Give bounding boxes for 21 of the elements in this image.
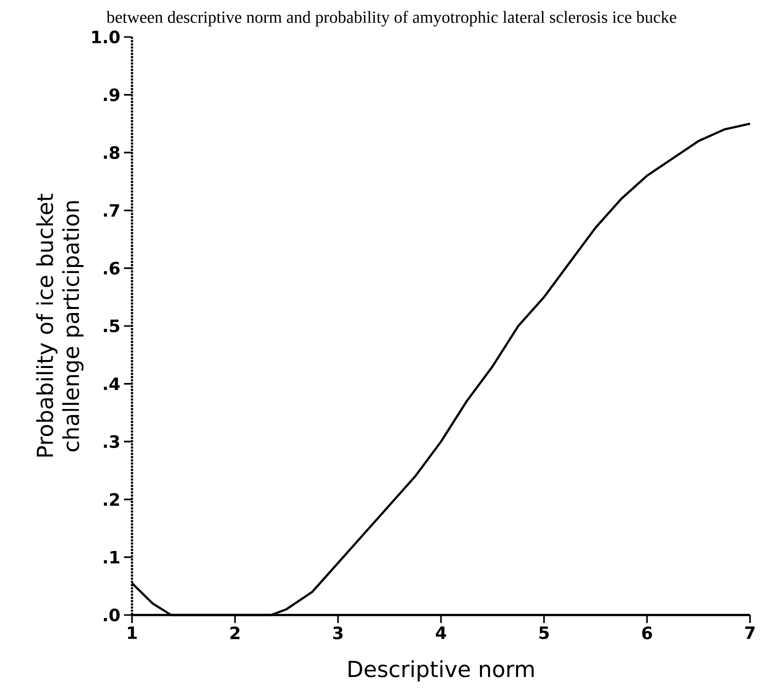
y-tick-label: .8 <box>104 146 120 160</box>
y-tick-label: .9 <box>104 88 120 102</box>
x-tick-label: 5 <box>539 626 549 640</box>
y-tick-label: .1 <box>104 551 120 564</box>
chart-title: between descriptive norm and probability of amyotrophic lateral sclerosis ice bucke <box>106 10 676 26</box>
y-tick-label: .4 <box>104 378 120 390</box>
y-tick-label: .5 <box>104 320 120 332</box>
x-tick-label: 4 <box>436 626 446 639</box>
y-axis-title: Probability of ice bucket challenge participation <box>36 194 84 457</box>
x-tick-label: 3 <box>333 626 343 640</box>
y-tick-label: .7 <box>104 204 120 217</box>
y-tick-label: .0 <box>104 608 120 622</box>
y-tick-label: .6 <box>104 262 120 275</box>
x-axis-title: Descriptive norm <box>348 660 534 682</box>
y-tick-label: 1.0 <box>92 30 120 44</box>
x-tick-label: 1 <box>128 626 137 639</box>
x-tick-label: 2 <box>230 626 240 640</box>
x-tick-label: 7 <box>745 626 755 639</box>
x-tick-label: 6 <box>642 626 652 640</box>
y-tick-label: .2 <box>104 493 119 506</box>
y-tick-label: .3 <box>104 435 120 448</box>
